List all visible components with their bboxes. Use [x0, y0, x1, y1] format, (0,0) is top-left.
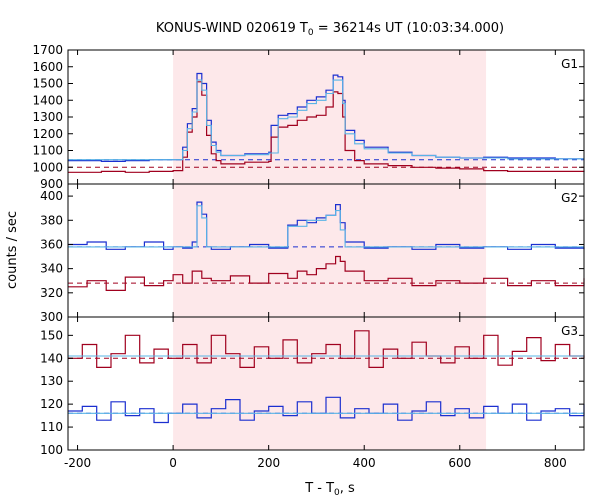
y-tick-label: 1300 — [32, 110, 63, 124]
panel-label: G2 — [561, 191, 578, 205]
y-tick-label: 900 — [40, 177, 63, 191]
y-tick-label: 380 — [40, 213, 63, 227]
burst-interval-shade — [173, 184, 487, 317]
burst-interval-shade — [173, 50, 487, 184]
y-tick-label: 1100 — [32, 144, 63, 158]
panel-g1: 900 1000 1100 1200 1300 1400 1500 1600 1700 G1 — [32, 43, 585, 191]
y-tick-label: 1500 — [32, 77, 63, 91]
y-tick-label: 300 — [40, 310, 63, 324]
series-high-g2 — [68, 255, 585, 291]
y-tick-label: 320 — [40, 286, 63, 300]
y-tick-label: 130 — [40, 374, 63, 388]
x-tick-label: 600 — [448, 456, 471, 470]
y-tick-label: 340 — [40, 262, 63, 276]
y-tick-label: 110 — [40, 420, 63, 434]
y-tick-label: 400 — [40, 189, 63, 203]
y-tick-label: 1400 — [32, 93, 63, 107]
x-tick-label: 400 — [353, 456, 376, 470]
y-tick-label: 120 — [40, 397, 63, 411]
panel-frame — [67, 316, 585, 451]
x-tick-label: 800 — [544, 456, 567, 470]
y-tick-label: 1200 — [32, 127, 63, 141]
y-tick-label: 100 — [40, 443, 63, 457]
series-fit-g2 — [68, 205, 584, 248]
panel-label: G3 — [561, 324, 578, 338]
y-tick-label: 1600 — [32, 60, 63, 74]
chart-title: KONUS-WIND 020619 T0 = 36214s UT (10:03:… — [156, 21, 504, 38]
panel-label: G1 — [561, 57, 578, 71]
x-tick-label: 0 — [169, 456, 177, 470]
series-low-g2 — [68, 201, 585, 250]
burst-interval-shade — [173, 317, 487, 450]
series-fit-g1 — [68, 79, 584, 161]
y-tick-label: 1700 — [32, 43, 63, 57]
x-axis-label: T - T0, s — [304, 481, 355, 498]
series-high-g3 — [68, 330, 585, 368]
y-tick-label: 360 — [40, 237, 63, 251]
y-tick-label: 1000 — [32, 160, 63, 174]
x-tick-label: 200 — [257, 456, 280, 470]
panel-g2: 300 320 340 360 380 400 G2 — [40, 183, 585, 324]
y-axis-label: counts / sec — [5, 211, 20, 289]
panel-g3: 100 110 120 130 140 150 G3 -200 0 200 400 600 800 — [40, 316, 585, 470]
y-tick-label: 140 — [40, 351, 63, 365]
x-tick-label: -200 — [64, 456, 91, 470]
y-tick-label: 150 — [40, 328, 63, 342]
